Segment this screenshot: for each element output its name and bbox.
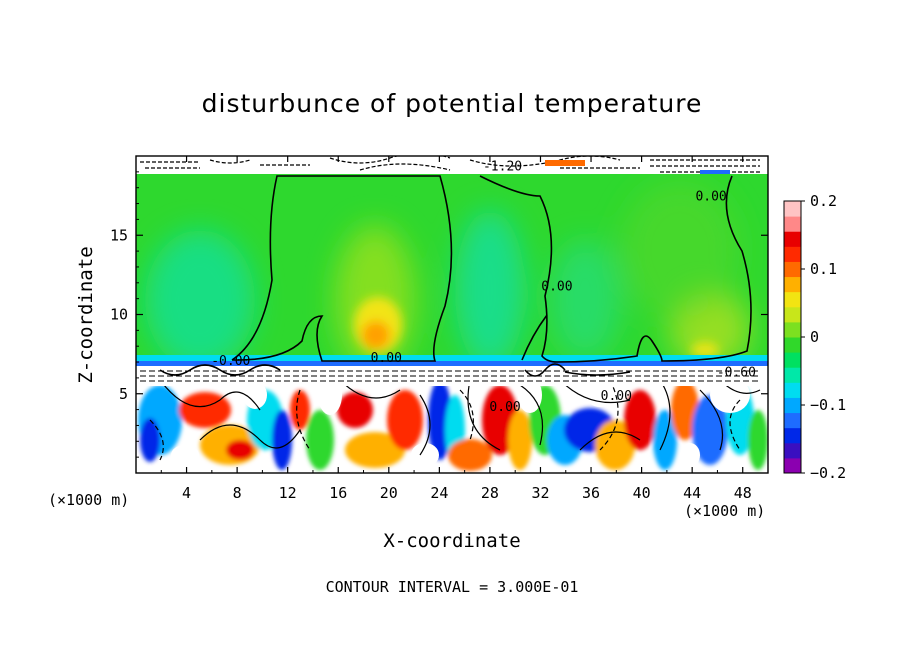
lower-blob-15 [448,439,492,471]
y-tick-label: 5 [119,385,128,403]
y-axis: 5 10 15 [110,171,768,458]
colorbar-frame [783,200,802,474]
lower-blob-17 [508,410,532,470]
top-strip [136,156,768,174]
transition-knots-left [159,364,281,376]
colorbar-segment [784,276,801,293]
lower-blob-25 [692,395,728,465]
colorbar-tick-label: 0 [810,328,819,346]
colorbar-segment [784,231,801,247]
x-tick-label: 24 [430,484,448,502]
lower-blob-24 [671,380,699,440]
contour-cap-1 [521,314,548,361]
lower-blob-5 [226,440,254,460]
colorbar-tick-label: −0.1 [810,396,846,414]
x-tick-label: 44 [683,484,701,502]
colorbar-segment [784,367,801,383]
contour-label: -1.20 [483,159,522,174]
contour-label: -0.60 [717,365,756,380]
transition-contours [140,370,760,382]
colorbar-segment [784,216,801,232]
x-tick-label: 36 [582,484,600,502]
contour-labels: 0.00 0.00 0.00 0.00 0.00 -1.20 -0.60 -0.00 [211,159,756,415]
colorbar-segment [784,412,801,429]
colorbar-tick-label: −0.2 [810,464,846,482]
band-blue [136,361,768,366]
contour-label: -0.00 [211,354,250,369]
x-tick-label: 20 [380,484,398,502]
top-strip-base [136,156,768,174]
y-tick-label: 10 [110,306,128,324]
zero-contour-1 [231,175,453,362]
lower-blob-7 [272,410,292,470]
upper-blob-orange [362,321,390,349]
white-pocket-6 [586,383,614,407]
upper-blob-green-light [620,180,740,320]
transition-band [136,363,768,386]
transition-knots-right [524,363,631,377]
contour-interval-note: CONTOUR INTERVAL = 3.000E-01 [326,578,579,596]
upper-blob-yellow-right [691,342,719,358]
contour-label: 0.00 [489,400,520,415]
contour-label: 0.00 [541,280,572,295]
x-axis: 4 8 12 16 20 24 28 32 36 40 44 48 [160,156,752,502]
top-strip-blue [700,170,730,174]
colorbar-tick-label: 0.1 [810,260,837,278]
colorbar-segment [784,246,801,262]
lower-blob-8 [290,390,310,430]
heatmap-field: 0.00 0.00 0.00 0.00 0.00 -1.20 -0.60 -0.00 [136,156,768,473]
lower-blob-10 [337,392,373,428]
colorbar-segment [784,382,801,398]
x-unit-label: (×1000 m) [684,502,765,520]
white-pocket-2 [243,381,267,409]
upper-blob-cyan-right [550,240,620,360]
x-tick-label: 12 [279,484,297,502]
y-tick-label: 15 [110,226,128,244]
x-tick-label: 32 [531,484,549,502]
lower-swirl-dashed [149,379,741,461]
x-axis-label: X-coordinate [383,530,520,552]
lower-blob-12 [387,390,423,450]
lower-swirl-contours [159,379,761,456]
colorbar-segment [784,291,801,308]
colorbar-segment [784,442,801,459]
lower-blob-2 [140,418,160,462]
x-tick-label: 40 [633,484,651,502]
x-tick-label: 8 [233,484,242,502]
chart-title: disturbunce of potential temperature [202,89,703,118]
lower-blob-27 [748,410,768,470]
colorbar-segment [784,337,801,353]
colorbar-segment [784,427,801,444]
upper-blob-cyan-mid [455,210,525,366]
lower-blob-9 [306,410,334,470]
white-pocket-1 [171,445,199,465]
upper-blob-cyan-left [145,230,255,366]
zero-contour-2 [479,175,752,363]
colorbar-segment [784,457,801,474]
lower-blob-11 [345,432,405,468]
colorbar: 0.2 0.1 0 −0.1 −0.2 [784,192,846,482]
colorbar-segment [784,261,801,278]
colorbar-segment [784,321,801,338]
colorbar-segment [784,352,801,368]
x-tick-label: 48 [734,484,752,502]
contour-label: 0.00 [695,189,726,204]
x-tick-label: 28 [481,484,499,502]
white-pocket-4 [411,443,439,467]
contour-label: 0.00 [371,351,402,366]
band-cyan [136,355,768,361]
colorbar-segment [784,397,801,414]
contour-label: 0.00 [601,389,632,404]
x-tick-label: 16 [329,484,347,502]
white-pocket-7 [680,443,700,467]
upper-layer [136,174,768,366]
x-tick-label: 4 [182,484,191,502]
colorbar-tick-label: 0.2 [810,192,837,210]
colorbar-segment [784,201,801,217]
y-unit-label: (×1000 m) [48,491,129,509]
colorbar-segment [784,306,801,323]
y-axis-label: Z-coordinate [75,246,97,383]
top-strip-warm [545,160,585,166]
